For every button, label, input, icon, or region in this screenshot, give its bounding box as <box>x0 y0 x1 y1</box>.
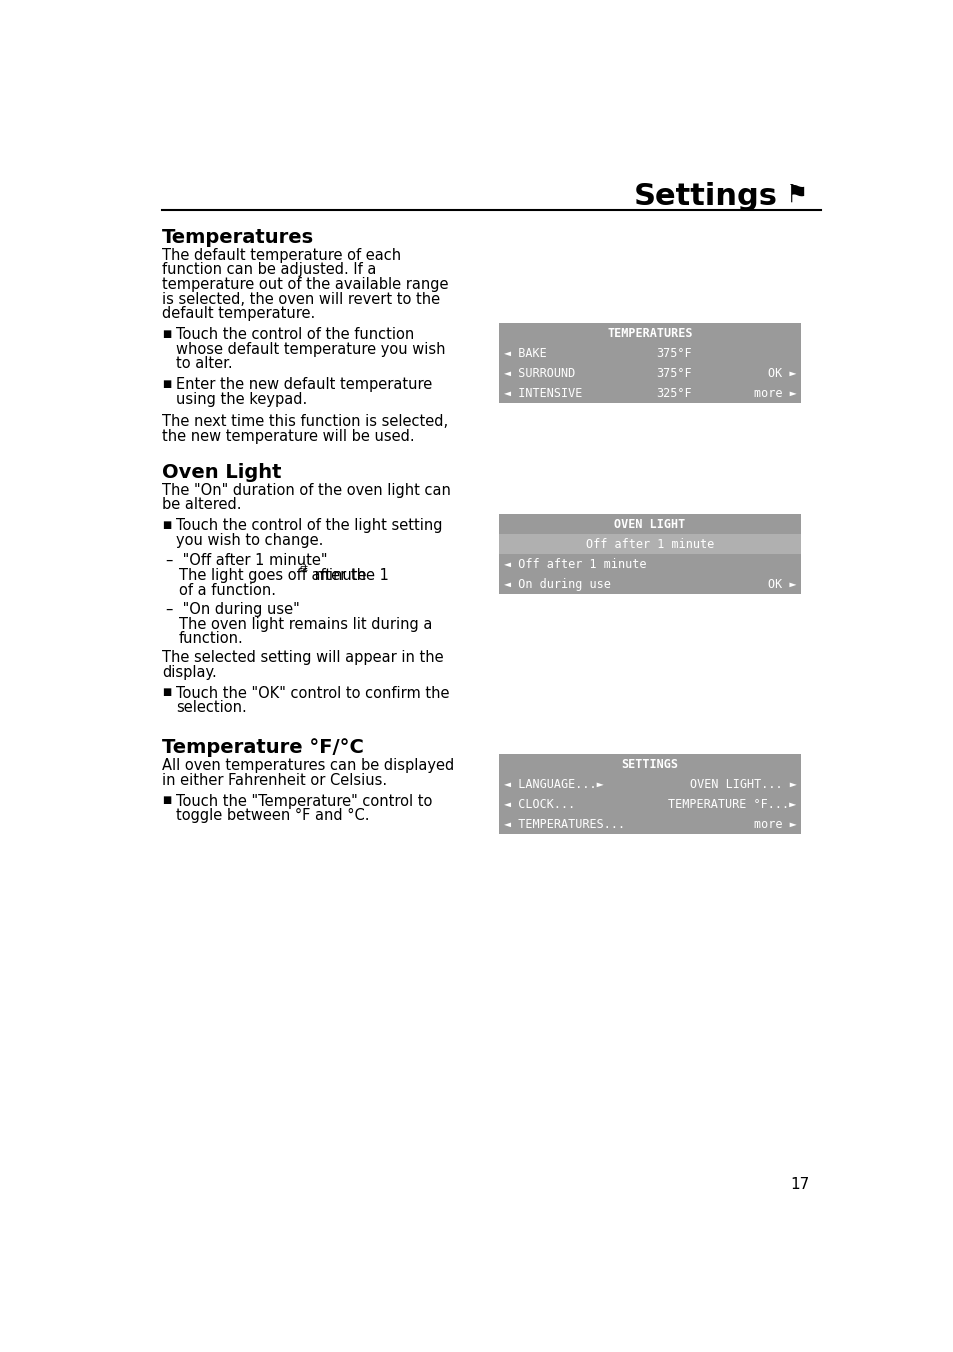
Text: TEMPERATURES: TEMPERATURES <box>607 327 692 339</box>
Text: ■: ■ <box>162 519 171 530</box>
Text: minute: minute <box>310 568 366 583</box>
Text: Settings: Settings <box>634 183 778 211</box>
Text: ◄ INTENSIVE: ◄ INTENSIVE <box>503 387 581 400</box>
Text: The light goes off after the 1: The light goes off after the 1 <box>179 568 389 583</box>
Text: OK ►: OK ► <box>767 366 796 380</box>
Text: Touch the "OK" control to confirm the: Touch the "OK" control to confirm the <box>175 685 449 700</box>
Text: ⚑: ⚑ <box>785 183 807 207</box>
Text: The "On" duration of the oven light can: The "On" duration of the oven light can <box>162 483 450 498</box>
Bar <box>498 323 801 403</box>
Text: ■: ■ <box>162 379 171 388</box>
Text: OVEN LIGHT: OVEN LIGHT <box>614 518 685 530</box>
Text: TEMPERATURE °F...►: TEMPERATURE °F...► <box>668 798 796 811</box>
Text: more ►: more ► <box>753 818 796 831</box>
Text: All oven temperatures can be displayed: All oven temperatures can be displayed <box>162 758 454 773</box>
Text: ◄ SURROUND: ◄ SURROUND <box>503 366 575 380</box>
Text: 375°F: 375°F <box>656 346 691 360</box>
Text: toggle between °F and °C.: toggle between °F and °C. <box>175 808 369 823</box>
Text: in either Fahrenheit or Celsius.: in either Fahrenheit or Celsius. <box>162 773 387 788</box>
Text: be altered.: be altered. <box>162 498 241 512</box>
Text: the new temperature will be used.: the new temperature will be used. <box>162 429 414 443</box>
Text: temperature out of the available range: temperature out of the available range <box>162 277 448 292</box>
Text: Touch the control of the function: Touch the control of the function <box>175 327 414 342</box>
Text: –  "On during use": – "On during use" <box>166 602 299 617</box>
Text: The next time this function is selected,: The next time this function is selected, <box>162 414 448 429</box>
Text: The selected setting will appear in the: The selected setting will appear in the <box>162 650 443 665</box>
Text: OVEN LIGHT... ►: OVEN LIGHT... ► <box>689 777 796 791</box>
Text: Temperature °F/°C: Temperature °F/°C <box>162 738 363 757</box>
Text: selection.: selection. <box>175 700 246 715</box>
Bar <box>498 754 801 834</box>
Text: ◄ On during use: ◄ On during use <box>503 577 610 591</box>
Text: ■: ■ <box>162 329 171 338</box>
Text: function can be adjusted. If a: function can be adjusted. If a <box>162 262 375 277</box>
Text: ◄ CLOCK...: ◄ CLOCK... <box>503 798 575 811</box>
Text: is selected, the oven will revert to the: is selected, the oven will revert to the <box>162 292 439 307</box>
Text: The default temperature of each: The default temperature of each <box>162 247 400 262</box>
Text: Off after 1 minute: Off after 1 minute <box>585 538 714 550</box>
Text: more ►: more ► <box>753 387 796 400</box>
Text: Oven Light: Oven Light <box>162 462 281 481</box>
Text: of a function.: of a function. <box>179 583 275 598</box>
Bar <box>498 514 801 595</box>
Text: ◄ TEMPERATURES...: ◄ TEMPERATURES... <box>503 818 624 831</box>
Text: ■: ■ <box>162 687 171 698</box>
Text: whose default temperature you wish: whose default temperature you wish <box>175 342 445 357</box>
Text: Temperatures: Temperatures <box>162 227 314 246</box>
Text: ■: ■ <box>162 795 171 806</box>
Text: display.: display. <box>162 665 216 680</box>
Text: Enter the new default temperature: Enter the new default temperature <box>175 377 432 392</box>
Text: The oven light remains lit during a: The oven light remains lit during a <box>179 617 432 631</box>
Text: SETTINGS: SETTINGS <box>621 758 678 771</box>
Text: ◄ LANGUAGE...►: ◄ LANGUAGE...► <box>503 777 602 791</box>
Text: ◄ BAKE: ◄ BAKE <box>503 346 546 360</box>
Text: default temperature.: default temperature. <box>162 307 314 322</box>
Text: –  "Off after 1 minute": – "Off after 1 minute" <box>166 553 327 568</box>
Text: 375°F: 375°F <box>656 366 691 380</box>
Text: Touch the "Temperature" control to: Touch the "Temperature" control to <box>175 794 432 808</box>
Text: st: st <box>299 564 308 573</box>
Text: 325°F: 325°F <box>656 387 691 400</box>
Text: function.: function. <box>179 631 243 646</box>
Text: Touch the control of the light setting: Touch the control of the light setting <box>175 518 442 533</box>
Text: ◄ Off after 1 minute: ◄ Off after 1 minute <box>503 557 645 571</box>
Text: you wish to change.: you wish to change. <box>175 533 323 548</box>
Text: using the keypad.: using the keypad. <box>175 392 307 407</box>
Text: to alter.: to alter. <box>175 357 233 372</box>
Text: 17: 17 <box>789 1178 808 1192</box>
Bar <box>498 534 801 554</box>
Text: OK ►: OK ► <box>767 577 796 591</box>
